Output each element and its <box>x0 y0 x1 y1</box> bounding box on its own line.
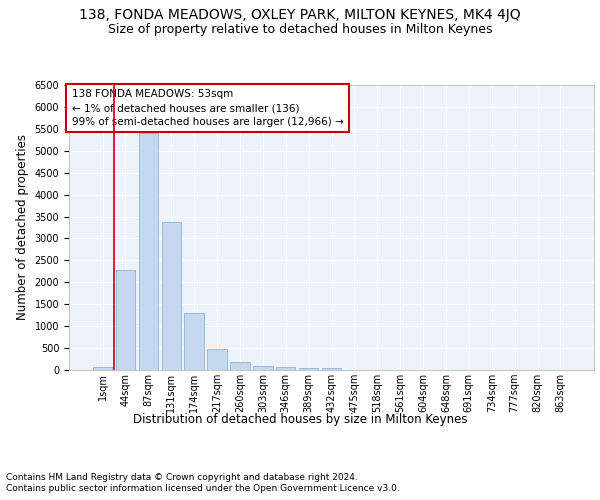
Bar <box>161 222 181 370</box>
Bar <box>139 133 158 370</box>
Bar <box>230 362 250 370</box>
Y-axis label: Number of detached properties: Number of detached properties <box>16 134 29 320</box>
Bar <box>322 368 341 370</box>
Text: Contains HM Land Registry data © Crown copyright and database right 2024.: Contains HM Land Registry data © Crown c… <box>6 472 358 482</box>
Text: Contains public sector information licensed under the Open Government Licence v3: Contains public sector information licen… <box>6 484 400 493</box>
Bar <box>116 270 135 370</box>
Bar <box>253 366 272 370</box>
Bar <box>93 366 112 370</box>
Text: Distribution of detached houses by size in Milton Keynes: Distribution of detached houses by size … <box>133 412 467 426</box>
Bar <box>299 368 319 370</box>
Text: Size of property relative to detached houses in Milton Keynes: Size of property relative to detached ho… <box>108 22 492 36</box>
Text: 138 FONDA MEADOWS: 53sqm
← 1% of detached houses are smaller (136)
99% of semi-d: 138 FONDA MEADOWS: 53sqm ← 1% of detache… <box>71 90 343 128</box>
Text: 138, FONDA MEADOWS, OXLEY PARK, MILTON KEYNES, MK4 4JQ: 138, FONDA MEADOWS, OXLEY PARK, MILTON K… <box>79 8 521 22</box>
Bar <box>184 313 204 370</box>
Bar <box>208 349 227 370</box>
Bar <box>276 368 295 370</box>
